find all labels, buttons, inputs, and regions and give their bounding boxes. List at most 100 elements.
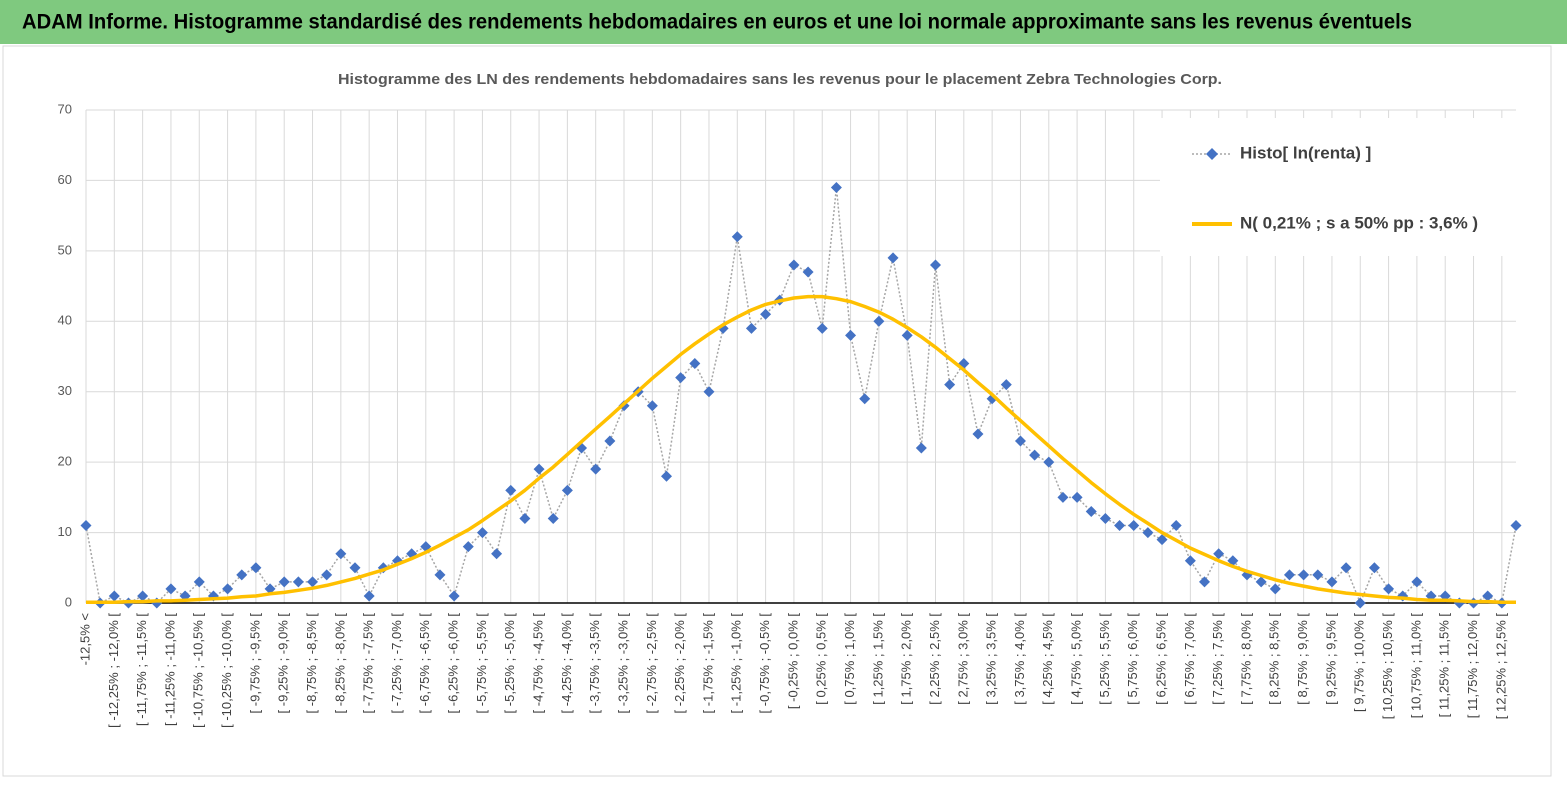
data-point bbox=[1411, 576, 1423, 588]
x-tick-label: [ 10,25% ; 10,5% [ bbox=[1380, 613, 1395, 720]
data-point bbox=[703, 386, 715, 398]
data-point bbox=[604, 435, 616, 447]
data-point bbox=[1340, 562, 1352, 574]
data-point bbox=[491, 548, 503, 560]
data-point bbox=[1354, 597, 1366, 609]
y-tick-label: 0 bbox=[65, 594, 72, 609]
data-point bbox=[1213, 548, 1225, 560]
data-point bbox=[646, 400, 658, 412]
x-tick-label: [ 11,25% ; 11,5% [ bbox=[1437, 613, 1452, 718]
data-point bbox=[1170, 520, 1182, 532]
x-tick-label: [ -7,25% ; -7,0% [ bbox=[389, 613, 404, 714]
data-point bbox=[165, 583, 177, 595]
data-point bbox=[561, 484, 573, 496]
data-point bbox=[236, 569, 248, 581]
data-point bbox=[1085, 505, 1097, 517]
data-point bbox=[944, 379, 956, 391]
series-line bbox=[86, 294, 1516, 605]
data-point bbox=[335, 548, 347, 560]
data-point bbox=[264, 583, 276, 595]
x-tick-label: [ 2,75% ; 3,0% [ bbox=[955, 613, 970, 705]
data-point bbox=[887, 252, 899, 264]
data-point bbox=[930, 259, 942, 271]
x-tick-label: [ -3,25% ; -3,0% [ bbox=[615, 613, 630, 714]
data-point bbox=[859, 393, 871, 405]
x-tick-label: [ 6,75% ; 7,0% [ bbox=[1182, 613, 1197, 705]
data-point bbox=[1383, 583, 1395, 595]
data-point bbox=[590, 463, 602, 475]
data-point bbox=[1043, 456, 1055, 468]
data-point bbox=[349, 562, 361, 574]
x-tick-label: [ 3,25% ; 3,5% [ bbox=[984, 613, 999, 705]
data-point bbox=[448, 590, 460, 602]
legend-label: N( 0,21% ; s a 50% pp : 3,6% ) bbox=[1240, 213, 1478, 232]
x-tick-label: [ -11,75% ; -11,5% [ bbox=[134, 613, 149, 726]
x-tick-label: [ 1,75% ; 2,0% [ bbox=[899, 613, 914, 705]
data-point bbox=[788, 259, 800, 271]
data-point bbox=[802, 266, 814, 278]
data-point bbox=[1326, 576, 1338, 588]
data-point bbox=[363, 590, 375, 602]
x-tick-label: [ -2,75% ; -2,5% [ bbox=[644, 613, 659, 714]
x-tick-label: [ -3,75% ; -3,5% [ bbox=[587, 613, 602, 714]
x-tick-label: [ 8,25% ; 8,5% [ bbox=[1267, 613, 1282, 705]
data-point bbox=[1269, 583, 1281, 595]
data-point bbox=[1099, 512, 1111, 524]
x-tick-label: [ 9,25% ; 9,5% [ bbox=[1323, 613, 1338, 705]
y-tick-label: 70 bbox=[58, 101, 72, 116]
data-point bbox=[1057, 491, 1069, 503]
data-point bbox=[1199, 576, 1211, 588]
x-tick-label: [ -9,75% ; -9,5% [ bbox=[247, 613, 262, 714]
y-tick-label: 30 bbox=[58, 383, 72, 398]
x-tick-label: [ 5,25% ; 5,5% [ bbox=[1097, 613, 1112, 705]
x-tick-label: [ -8,75% ; -8,5% [ bbox=[304, 613, 319, 714]
data-point bbox=[1368, 562, 1380, 574]
x-tick-label: [ 5,75% ; 6,0% [ bbox=[1125, 613, 1140, 705]
x-tick-label: [ 12,25% ; 12,5% [ bbox=[1493, 613, 1508, 720]
x-tick-label: [ 3,75% ; 4,0% [ bbox=[1012, 613, 1027, 705]
x-tick-label: [ 7,25% ; 7,5% [ bbox=[1210, 613, 1225, 705]
data-point bbox=[1510, 520, 1522, 532]
data-point bbox=[1128, 520, 1140, 532]
data-point bbox=[830, 181, 842, 193]
data-point bbox=[1298, 569, 1310, 581]
data-point bbox=[1184, 555, 1196, 567]
x-tick-label: [ 4,25% ; 4,5% [ bbox=[1040, 613, 1055, 705]
x-tick-label: [ -10,25% ; -10,0% [ bbox=[219, 613, 234, 728]
data-point bbox=[1482, 590, 1494, 602]
data-point bbox=[108, 590, 120, 602]
x-tick-label: -12,5% < bbox=[77, 613, 92, 665]
legend-marker bbox=[1206, 148, 1218, 160]
x-tick-label: [ -1,25% ; -1,0% [ bbox=[729, 613, 744, 714]
data-point bbox=[137, 590, 149, 602]
data-point bbox=[873, 315, 885, 327]
x-tick-label: [ -6,75% ; -6,5% [ bbox=[417, 613, 432, 714]
data-point bbox=[80, 520, 92, 532]
x-tick-label: [ -11,25% ; -11,0% [ bbox=[162, 613, 177, 726]
data-point bbox=[689, 358, 701, 370]
x-tick-label: [ -6,25% ; -6,0% [ bbox=[446, 613, 461, 714]
data-point bbox=[1000, 379, 1012, 391]
data-point bbox=[476, 527, 488, 539]
data-point bbox=[1014, 435, 1026, 447]
data-point bbox=[547, 512, 559, 524]
data-point bbox=[675, 372, 687, 384]
y-tick-label: 10 bbox=[58, 524, 72, 539]
data-point bbox=[1071, 491, 1083, 503]
x-tick-label: [ 11,75% ; 12,0% [ bbox=[1465, 613, 1480, 719]
data-point bbox=[250, 562, 262, 574]
x-tick-label: [ -1,75% ; -1,5% [ bbox=[700, 613, 715, 714]
data-point bbox=[901, 329, 913, 341]
data-point bbox=[462, 541, 474, 553]
x-tick-label: [ 6,25% ; 6,5% [ bbox=[1153, 613, 1168, 705]
data-point bbox=[1029, 449, 1041, 461]
x-tick-label: [ -0,25% ; 0,0% [ bbox=[785, 613, 800, 709]
chart-title: Histogramme des LN des rendements hebdom… bbox=[338, 71, 1222, 88]
data-point bbox=[760, 308, 772, 320]
y-tick-label: 40 bbox=[58, 313, 72, 328]
x-tick-label: [ 8,75% ; 9,0% [ bbox=[1295, 613, 1310, 705]
x-tick-label: [ -8,25% ; -8,0% [ bbox=[332, 613, 347, 714]
y-tick-label: 60 bbox=[58, 172, 72, 187]
x-tick-label: [ -2,25% ; -2,0% [ bbox=[672, 613, 687, 714]
